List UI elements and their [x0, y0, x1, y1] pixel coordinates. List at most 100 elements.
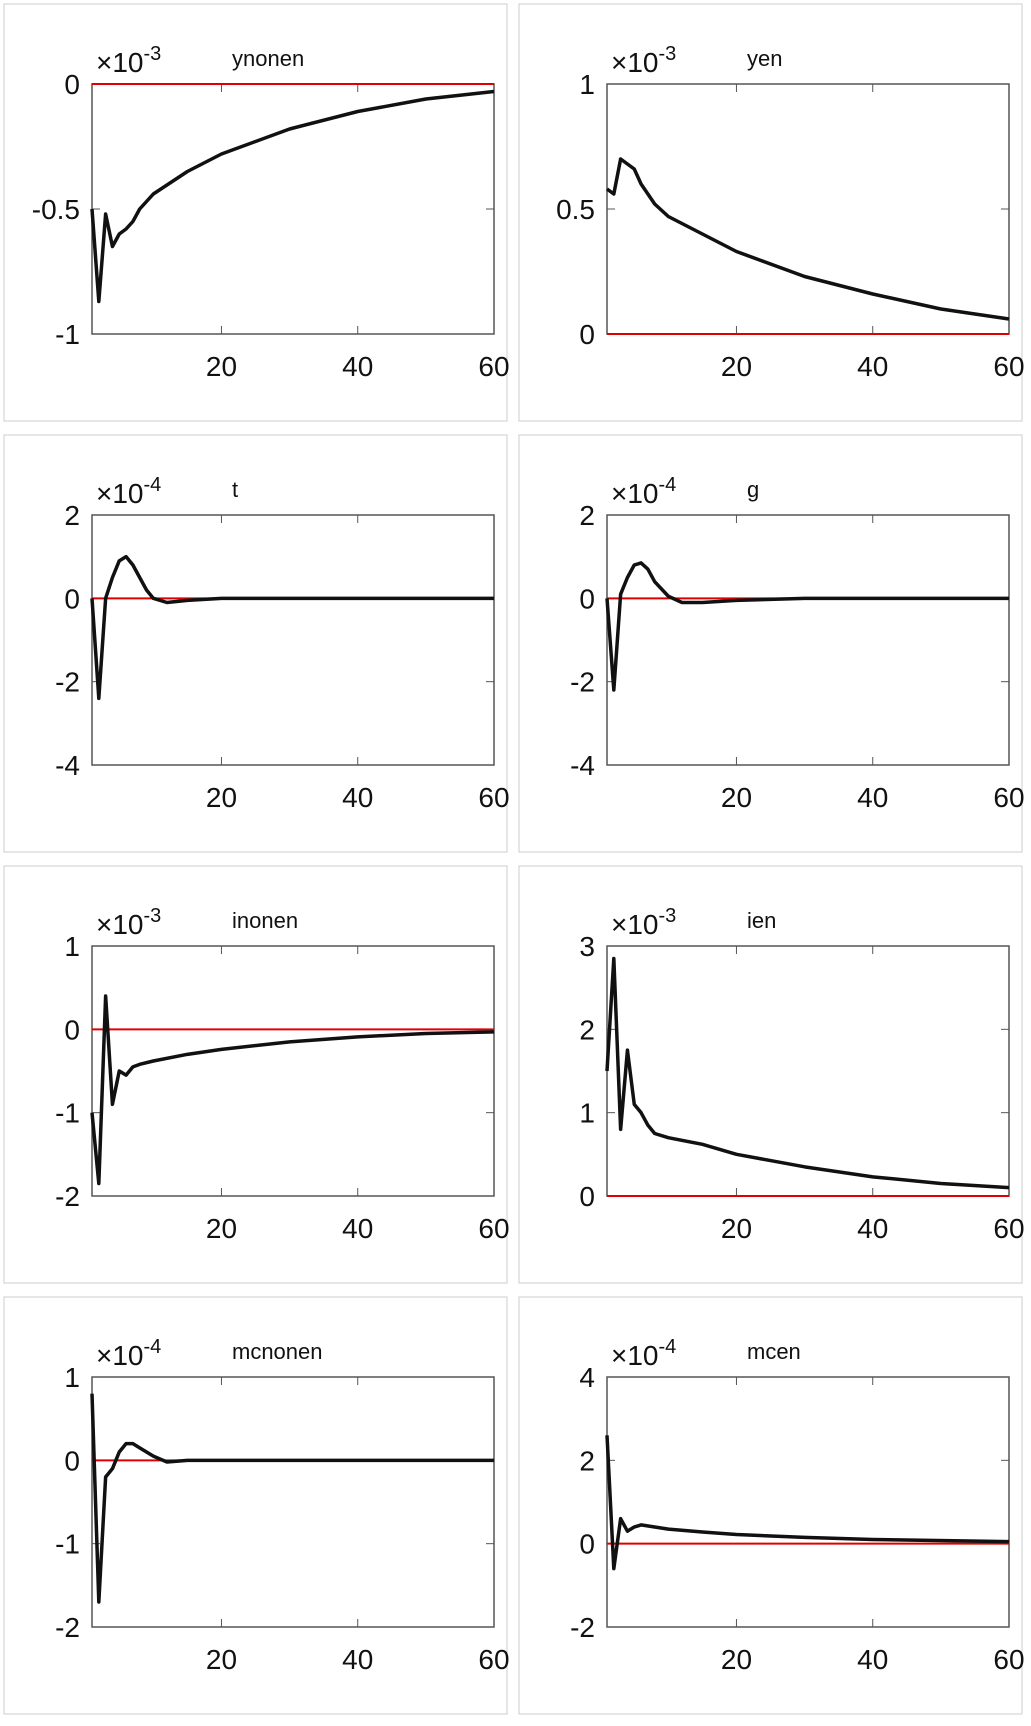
x-tick-label: 60 — [993, 1213, 1024, 1244]
chart-title: ien — [747, 908, 776, 933]
y-tick-label: 3 — [579, 931, 595, 962]
x-tick-label: 20 — [721, 1644, 752, 1675]
x-tick-label: 40 — [342, 1213, 373, 1244]
y-tick-label: -2 — [570, 667, 595, 698]
y-tick-label: -2 — [55, 1181, 80, 1212]
axis-multiplier: ×10-3 — [611, 905, 676, 940]
data-line — [605, 956, 1010, 1190]
y-tick-label: 2 — [64, 500, 80, 531]
x-tick-label: 20 — [721, 1213, 752, 1244]
plot-area — [606, 1376, 1010, 1628]
y-tick-label: 0 — [579, 1529, 595, 1560]
multiplier-base: ×10 — [611, 47, 659, 78]
axis-multiplier: ×10-4 — [611, 474, 676, 509]
y-tick-label: 0 — [64, 1445, 80, 1476]
y-tick-label: 1 — [64, 1362, 80, 1393]
axis-multiplier: ×10-3 — [96, 43, 161, 78]
subplot: -2 0 2 4 20 40 60 ×10-4 mcen — [518, 1296, 1025, 1715]
plot-area — [91, 83, 495, 335]
panel-frame — [518, 865, 1023, 1284]
multiplier-base: ×10 — [96, 1340, 144, 1371]
chart-title: yen — [747, 46, 782, 71]
panel-frame — [3, 3, 508, 422]
subplot: -2 -1 0 1 20 40 60 ×10-3 inonen — [3, 865, 510, 1284]
x-tick-label: 40 — [342, 782, 373, 813]
multiplier-base: ×10 — [611, 1340, 659, 1371]
y-tick-label: -2 — [55, 1612, 80, 1643]
y-tick-label: 0 — [64, 69, 80, 100]
data-line — [605, 561, 1009, 692]
x-tick-label: 20 — [206, 1644, 237, 1675]
x-tick-label: 20 — [206, 351, 237, 382]
multiplier-exponent: -4 — [659, 474, 677, 496]
chart-title: mcen — [747, 1339, 801, 1364]
y-tick-label: 0 — [579, 583, 595, 614]
multiplier-exponent: -4 — [659, 1336, 677, 1358]
y-tick-label: 0 — [579, 319, 595, 350]
data-line — [90, 554, 494, 701]
chart-title: inonen — [232, 908, 298, 933]
x-tick-label: 60 — [993, 1644, 1024, 1675]
x-tick-label: 60 — [993, 351, 1024, 382]
subplot: 0 0.5 1 20 40 60 ×10-3 yen — [518, 3, 1025, 422]
multiplier-base: ×10 — [96, 47, 144, 78]
data-line — [90, 1393, 494, 1604]
axis-multiplier: ×10-3 — [611, 43, 676, 78]
axis-multiplier: ×10-4 — [96, 474, 161, 509]
panel-frame — [518, 3, 1023, 422]
y-tick-label: -1 — [55, 319, 80, 350]
multiplier-base: ×10 — [611, 478, 659, 509]
data-line — [605, 157, 1010, 321]
data-line — [605, 1435, 1010, 1571]
y-tick-label: 1 — [579, 1098, 595, 1129]
y-tick-label: 2 — [579, 500, 595, 531]
y-tick-label: 1 — [64, 931, 80, 962]
x-tick-label: 40 — [342, 1644, 373, 1675]
chart-title: ynonen — [232, 46, 304, 71]
plot-area — [606, 945, 1010, 1197]
plot-area — [91, 1376, 495, 1628]
y-tick-label: 2 — [579, 1445, 595, 1476]
panel-frame — [3, 434, 508, 853]
panel-frame — [518, 434, 1023, 853]
multiplier-base: ×10 — [96, 909, 144, 940]
y-tick-label: -4 — [55, 750, 80, 781]
chart-title: mcnonen — [232, 1339, 323, 1364]
x-tick-label: 20 — [721, 351, 752, 382]
subplot: -1 -0.5 0 20 40 60 ×10-3 ynonen — [3, 3, 510, 422]
y-tick-label: 2 — [579, 1014, 595, 1045]
chart-title: t — [232, 477, 238, 502]
x-tick-label: 20 — [206, 782, 237, 813]
y-tick-label: 0 — [64, 1014, 80, 1045]
multiplier-exponent: -4 — [144, 1336, 162, 1358]
y-tick-label: -1 — [55, 1529, 80, 1560]
y-tick-label: -1 — [55, 1098, 80, 1129]
x-tick-label: 20 — [721, 782, 752, 813]
axis-multiplier: ×10-3 — [96, 905, 161, 940]
x-tick-label: 60 — [478, 1213, 509, 1244]
x-tick-label: 40 — [342, 351, 373, 382]
data-line — [90, 994, 495, 1186]
x-tick-label: 60 — [993, 782, 1024, 813]
y-tick-label: 4 — [579, 1362, 595, 1393]
panel-frame — [3, 865, 508, 1284]
y-tick-label: 1 — [579, 69, 595, 100]
multiplier-exponent: -3 — [659, 905, 677, 927]
y-tick-label: -0.5 — [32, 194, 80, 225]
chart-title: g — [747, 477, 759, 502]
plot-area — [91, 945, 495, 1197]
x-tick-label: 40 — [857, 1644, 888, 1675]
plot-area — [606, 514, 1010, 766]
multiplier-exponent: -3 — [144, 43, 162, 65]
y-tick-label: -4 — [570, 750, 595, 781]
multiplier-base: ×10 — [611, 909, 659, 940]
data-line — [90, 89, 495, 304]
subplot: 0 1 2 3 20 40 60 ×10-3 ien — [518, 865, 1025, 1284]
multiplier-base: ×10 — [96, 478, 144, 509]
plot-area — [606, 83, 1010, 335]
multiplier-exponent: -4 — [144, 474, 162, 496]
axis-multiplier: ×10-4 — [611, 1336, 676, 1371]
